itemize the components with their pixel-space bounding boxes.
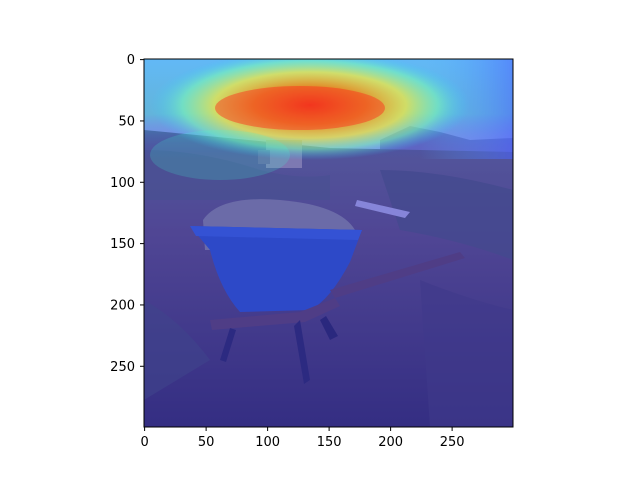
photo-heatmap-image — [144, 59, 513, 427]
image-frame — [143, 58, 514, 428]
y-tick-label: 50 — [118, 114, 135, 129]
x-axis: 0 50 100 150 200 250 — [140, 427, 465, 450]
y-tick-label: 100 — [110, 176, 135, 191]
x-tick-label: 200 — [378, 435, 403, 450]
x-tick-label: 250 — [440, 435, 465, 450]
y-tick-label: 200 — [110, 298, 135, 313]
x-tick-label: 50 — [198, 435, 215, 450]
y-axis: 0 50 100 150 200 250 — [110, 53, 144, 375]
y-tick-label: 0 — [127, 53, 135, 68]
x-tick-label: 100 — [255, 435, 280, 450]
x-tick-label: 0 — [140, 435, 148, 450]
x-tick-label: 150 — [317, 435, 342, 450]
y-tick-label: 150 — [110, 237, 135, 252]
y-tick-label: 250 — [110, 360, 135, 375]
